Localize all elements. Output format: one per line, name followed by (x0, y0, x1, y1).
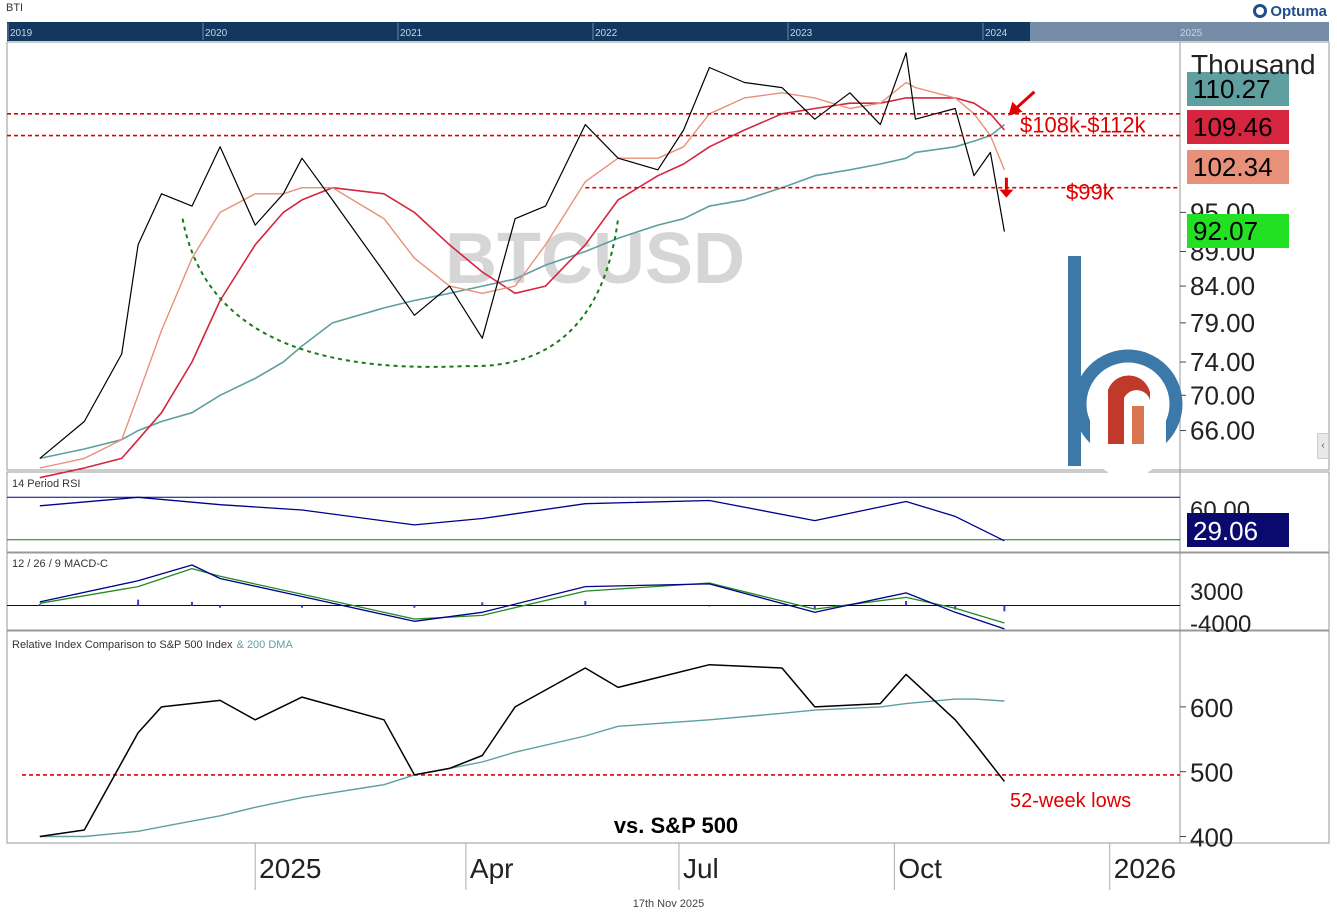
macd-y-tick-label: -4000 (1190, 611, 1251, 638)
last-value-badge-text: 92.07 (1193, 216, 1258, 246)
last-value-badge (1187, 150, 1289, 184)
navigator-year-label: 2021 (400, 28, 423, 39)
relative-title: Relative Index Comparison to S&P 500 Ind… (12, 639, 293, 651)
price-series-ma_fast (39, 81, 1006, 469)
relative-line (39, 663, 1005, 838)
x-axis-tick-label: Jul (683, 853, 719, 884)
last-value-badge-text: 109.46 (1193, 112, 1273, 142)
price-y-tick-label: 74.00 (1190, 347, 1255, 377)
navigator-year-label: 2020 (205, 28, 228, 39)
price-y-tick-label: 66.00 (1190, 416, 1255, 446)
price-series-ma_mid (39, 97, 1006, 479)
relative-y-tick-label: 500 (1190, 758, 1233, 788)
navigator-year-label: 2025 (1180, 28, 1203, 39)
hb-logo (1068, 256, 1183, 478)
last-value-badge (1187, 110, 1289, 144)
x-axis-tick-label: Oct (898, 853, 942, 884)
support-99k-label: $99k (1066, 180, 1115, 205)
symbol-tag: BTI (6, 2, 24, 14)
vs-sp500-label: vs. S&P 500 (614, 813, 738, 838)
rsi-line (39, 496, 1005, 542)
macd-y-tick-label: 3000 (1190, 579, 1243, 606)
rsi-title: 14 Period RSI (12, 478, 80, 490)
relative-title-main: Relative Index Comparison to S&P 500 Ind… (12, 639, 233, 651)
navigator-year-label: 2022 (595, 28, 618, 39)
resistance-zone-label: $108k-$112k (1020, 113, 1147, 138)
navigator-window[interactable] (1030, 22, 1329, 41)
panel-frames (6, 41, 1330, 844)
x-axis-tick-label: 2026 (1114, 853, 1176, 884)
rsi-last-value-badge (1187, 513, 1289, 547)
price-panel: $108k-$112k$99k95.0089.0084.0079.0074.00… (7, 52, 1289, 479)
relative-dma-line (39, 698, 1005, 838)
price-series-price (39, 52, 1005, 459)
last-value-badge-text: 110.27 (1193, 74, 1271, 104)
collapse-panel-tab[interactable]: ‹ (1317, 433, 1329, 459)
relative-y-tick-label: 600 (1190, 693, 1233, 723)
price-y-tick-label: 70.00 (1190, 380, 1255, 410)
navigator-year-label: 2023 (790, 28, 813, 39)
resistance-arrowhead (1008, 101, 1023, 116)
last-value-badge (1187, 72, 1289, 106)
navigator-year-label: 2024 (985, 28, 1008, 39)
macd-panel: 3000 -4000 (7, 564, 1251, 638)
relative-panel: 52-week lows vs. S&P 500 600 500 400 2025 Apr J… (22, 663, 1233, 890)
rsi-last-value-text: 29.06 (1193, 516, 1258, 546)
brand-name: Optuma (1270, 3, 1327, 20)
cup-pattern-curve (181, 218, 620, 368)
macd-signal-line (39, 567, 1005, 624)
price-y-tick-label: 84.00 (1190, 271, 1255, 301)
x-axis-tick-label: Apr (470, 853, 514, 884)
last-value-badge-text: 102.34 (1193, 152, 1273, 182)
price-series-ma_slow (39, 123, 1005, 460)
navigator-bar[interactable] (7, 22, 1329, 41)
price-y-tick-label: 79.00 (1190, 308, 1255, 338)
footer-date: 17th Nov 2025 (632, 898, 705, 910)
macd-title: 12 / 26 / 9 MACD-C (12, 558, 108, 570)
optuma-logo-icon (1253, 4, 1268, 18)
navigator-years: 2019 2020 2021 2022 2023 2024 2025 (7, 23, 1203, 40)
x-axis-tick-label: 2025 (259, 853, 321, 884)
relative-title-dma: & 200 DMA (237, 639, 294, 651)
unit-label: Thousand (1191, 49, 1316, 80)
fifty-two-week-lows-label: 52-week lows (1010, 790, 1131, 812)
support-arrowhead (999, 189, 1014, 198)
macd-line (39, 564, 1005, 630)
optuma-logo: Optuma (1253, 3, 1327, 20)
last-value-badge (1187, 214, 1289, 248)
resistance-arrow (1013, 90, 1036, 111)
navigator-year-label: 2019 (10, 28, 33, 39)
relative-y-tick-label: 400 (1190, 823, 1233, 853)
